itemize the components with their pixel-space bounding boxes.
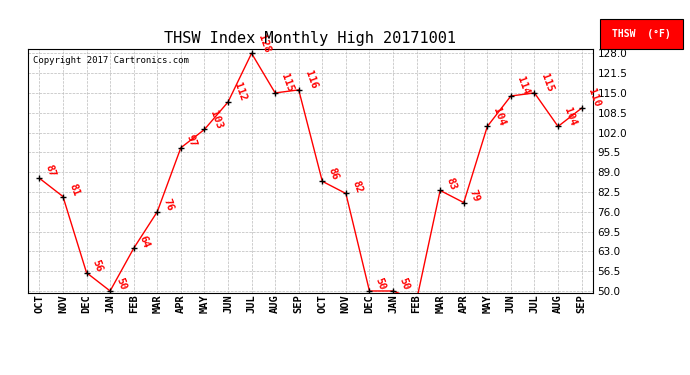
Text: 97: 97 bbox=[185, 133, 199, 148]
Text: 83: 83 bbox=[444, 176, 458, 191]
Text: 50: 50 bbox=[373, 276, 387, 292]
Text: 116: 116 bbox=[303, 69, 319, 90]
Text: 76: 76 bbox=[161, 197, 175, 212]
Text: 110: 110 bbox=[586, 88, 602, 109]
Text: THSW  (°F): THSW (°F) bbox=[612, 29, 671, 39]
Text: 115: 115 bbox=[539, 72, 555, 93]
Text: 104: 104 bbox=[562, 106, 578, 127]
Text: 114: 114 bbox=[515, 75, 531, 97]
Text: 128: 128 bbox=[256, 33, 272, 54]
Text: 82: 82 bbox=[350, 179, 364, 194]
Text: 103: 103 bbox=[208, 109, 224, 130]
Text: 56: 56 bbox=[90, 258, 104, 273]
Text: 79: 79 bbox=[468, 188, 482, 203]
Text: 112: 112 bbox=[232, 82, 248, 103]
Text: 115: 115 bbox=[279, 72, 295, 93]
Text: 50: 50 bbox=[115, 276, 128, 292]
Text: Copyright 2017 Cartronics.com: Copyright 2017 Cartronics.com bbox=[33, 56, 189, 65]
Text: 86: 86 bbox=[326, 167, 340, 182]
Text: 64: 64 bbox=[138, 234, 152, 249]
Text: 50: 50 bbox=[397, 276, 411, 292]
Text: 87: 87 bbox=[43, 164, 57, 179]
Text: 47: 47 bbox=[0, 374, 1, 375]
Text: 104: 104 bbox=[491, 106, 507, 127]
Title: THSW Index Monthly High 20171001: THSW Index Monthly High 20171001 bbox=[164, 31, 457, 46]
Text: 81: 81 bbox=[67, 182, 81, 197]
